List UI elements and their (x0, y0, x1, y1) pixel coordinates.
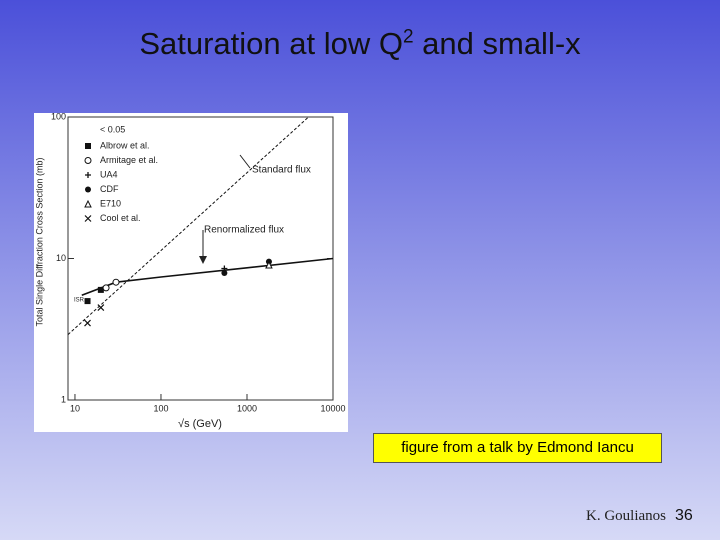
legend-marker (84, 215, 92, 222)
x-tick-label: 1000 (237, 403, 257, 413)
legend-marker (85, 172, 91, 178)
x-tick-label: 10000 (320, 403, 345, 413)
arrow-head (199, 256, 207, 264)
title-rest: and small-x (413, 26, 581, 61)
y-axis-label: Total Single Diffraction Cross Section (… (34, 158, 44, 327)
y-tick-label: 1 (61, 394, 66, 404)
legend-marker (85, 143, 91, 149)
y-tick-label: 100 (51, 111, 66, 121)
legend-label: Armitage et al. (100, 155, 158, 165)
marker (265, 260, 273, 269)
arrow (239, 154, 251, 169)
marker (97, 304, 105, 311)
page-number: 36 (675, 507, 693, 524)
legend-title: < 0.05 (100, 124, 125, 134)
marker (97, 286, 104, 293)
curve (67, 116, 309, 335)
legend-label: UA4 (100, 169, 118, 179)
marker (84, 298, 91, 305)
legend-marker (84, 157, 92, 164)
footer-author: K. Goulianos (586, 508, 666, 524)
annotation: ISR (74, 298, 85, 304)
title-sup: 2 (402, 26, 414, 48)
marker (112, 278, 120, 286)
legend-label: Cool et al. (100, 213, 141, 223)
marker (221, 269, 228, 276)
legend-marker (84, 199, 92, 208)
curve-label: Renormalized flux (204, 225, 284, 236)
legend-label: CDF (100, 184, 119, 194)
curve-label: Standard flux (252, 165, 311, 176)
slide-title: Saturation at low Q2 and small-x (0, 26, 720, 62)
x-tick-label: 10 (70, 403, 80, 413)
legend-marker (85, 186, 91, 193)
marker (102, 284, 110, 292)
legend-label: Albrow et al. (100, 140, 150, 150)
x-axis-label: √s (GeV) (178, 418, 222, 430)
caption: figure from a talk by Edmond Iancu (373, 433, 662, 463)
title-main: Saturation at low Q (139, 26, 403, 61)
y-tick-label: 10 (56, 253, 66, 263)
figure-bg (34, 113, 348, 432)
x-tick-label: 100 (153, 403, 168, 413)
legend-label: E710 (100, 198, 121, 208)
marker (84, 319, 91, 327)
